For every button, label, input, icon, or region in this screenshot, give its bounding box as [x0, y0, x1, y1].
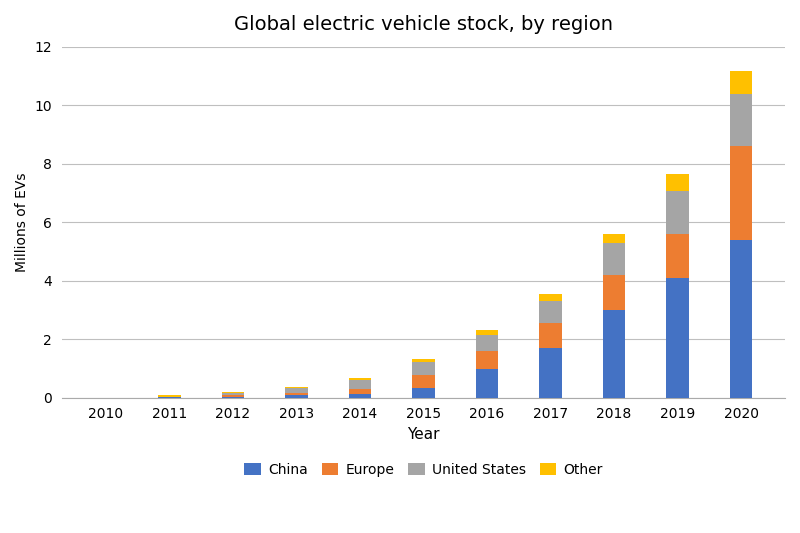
Bar [222, 395, 244, 397]
Bar [349, 380, 371, 389]
Bar [539, 348, 562, 398]
Y-axis label: Millions of EVs: Millions of EVs [15, 173, 29, 272]
Bar [603, 243, 625, 275]
Bar [476, 351, 498, 369]
Bar [412, 359, 434, 362]
Bar [286, 387, 307, 389]
Bar [539, 294, 562, 301]
Bar [730, 146, 752, 240]
Bar [222, 392, 244, 393]
X-axis label: Year: Year [407, 427, 440, 442]
Bar [222, 397, 244, 398]
Bar [730, 94, 752, 146]
Bar [222, 393, 244, 395]
Bar [349, 394, 371, 398]
Bar [666, 234, 689, 278]
Bar [286, 395, 307, 398]
Bar [539, 323, 562, 348]
Bar [603, 310, 625, 398]
Bar [412, 362, 434, 375]
Bar [666, 191, 689, 234]
Bar [730, 71, 752, 94]
Bar [349, 378, 371, 380]
Bar [476, 369, 498, 398]
Bar [666, 278, 689, 398]
Bar [349, 389, 371, 394]
Bar [476, 329, 498, 335]
Title: Global electric vehicle stock, by region: Global electric vehicle stock, by region [234, 15, 613, 34]
Bar [730, 240, 752, 398]
Bar [412, 388, 434, 398]
Bar [412, 375, 434, 388]
Bar [666, 174, 689, 191]
Bar [158, 395, 181, 397]
Bar [603, 234, 625, 243]
Bar [286, 393, 307, 395]
Bar [286, 389, 307, 393]
Bar [539, 301, 562, 323]
Bar [603, 275, 625, 310]
Bar [476, 335, 498, 351]
Legend: China, Europe, United States, Other: China, Europe, United States, Other [239, 457, 608, 482]
